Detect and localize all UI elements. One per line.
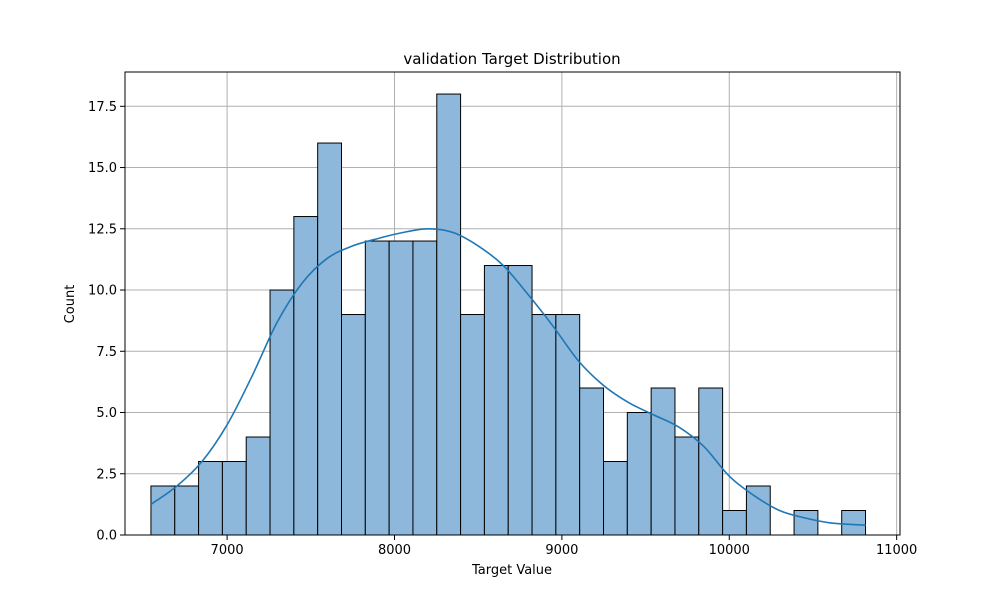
histogram-bar bbox=[626, 412, 652, 536]
histogram-bar bbox=[650, 387, 676, 536]
histogram-bar bbox=[507, 265, 533, 536]
histogram-bar bbox=[841, 510, 867, 536]
histogram-bar bbox=[483, 265, 509, 536]
histogram-bar bbox=[531, 314, 557, 536]
y-tick-label: 2.5 bbox=[96, 467, 117, 482]
histogram-bar bbox=[174, 485, 200, 536]
y-tick-label: 15.0 bbox=[88, 161, 117, 176]
histogram-bar bbox=[436, 93, 462, 536]
histogram-bar bbox=[388, 240, 414, 536]
histogram-bar bbox=[245, 436, 271, 536]
x-tick-label: 11000 bbox=[876, 543, 917, 558]
y-axis-label: Count bbox=[63, 285, 78, 324]
x-axis-ticks: 7000 8000 9000 10000 11000 bbox=[211, 535, 917, 558]
x-tick-label: 7000 bbox=[211, 543, 244, 558]
histogram-bar bbox=[293, 216, 319, 536]
histogram-bar bbox=[793, 510, 819, 536]
histogram-bars bbox=[150, 93, 867, 536]
histogram-bar bbox=[603, 461, 628, 536]
y-tick-label: 10.0 bbox=[88, 284, 117, 299]
plot-frame bbox=[124, 71, 901, 536]
histogram-bar bbox=[340, 314, 366, 536]
y-tick-label: 17.5 bbox=[88, 100, 117, 115]
histogram-bar bbox=[579, 387, 605, 536]
x-tick-label: 9000 bbox=[545, 543, 578, 558]
kde-curve bbox=[150, 227, 866, 526]
histogram-bar bbox=[460, 314, 485, 536]
histogram-bar bbox=[150, 485, 176, 536]
y-tick-label: 5.0 bbox=[96, 406, 117, 421]
y-axis-ticks: 0.0 2.5 5.0 7.5 10.0 12.5 15.0 17.5 bbox=[88, 100, 125, 544]
histogram-bar bbox=[412, 240, 438, 536]
y-tick-label: 0.0 bbox=[96, 529, 117, 544]
x-axis-label: Target Value bbox=[471, 563, 552, 578]
histogram-bar bbox=[722, 510, 747, 536]
y-tick-label: 12.5 bbox=[88, 222, 117, 237]
histogram-bar bbox=[221, 461, 247, 536]
histogram-bar bbox=[364, 240, 390, 536]
histogram-bar bbox=[698, 387, 724, 536]
histogram-bar bbox=[269, 289, 295, 536]
histogram-bar bbox=[317, 142, 342, 536]
x-tick-label: 8000 bbox=[378, 543, 411, 558]
x-tick-label: 10000 bbox=[709, 543, 750, 558]
chart-title: validation Target Distribution bbox=[403, 50, 620, 68]
histogram-bar bbox=[674, 436, 700, 536]
y-tick-label: 7.5 bbox=[96, 345, 117, 360]
histogram-bar bbox=[198, 461, 223, 536]
